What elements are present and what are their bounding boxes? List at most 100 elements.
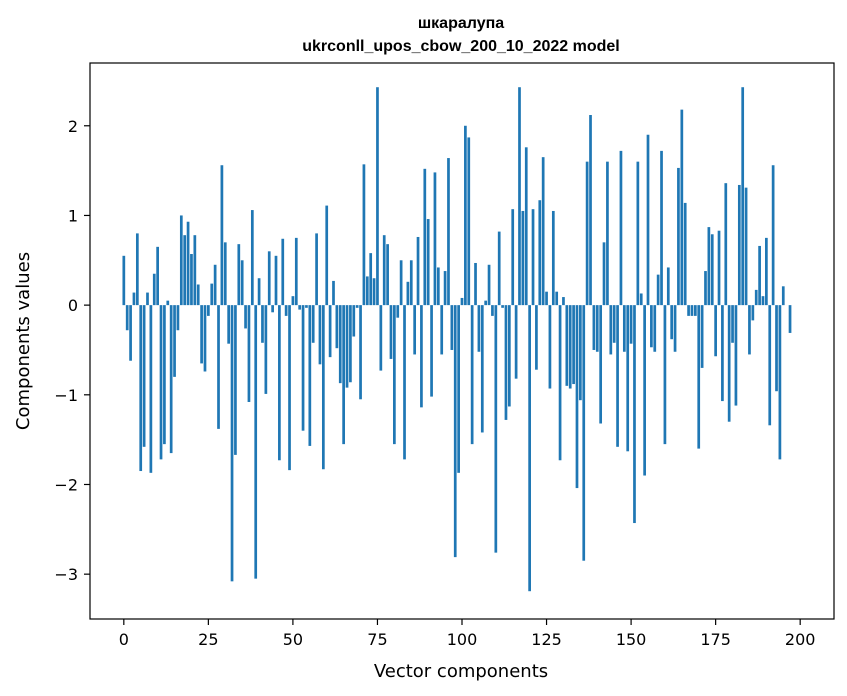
bar-62 bbox=[332, 280, 335, 306]
bar-85 bbox=[409, 260, 413, 306]
bar-118 bbox=[521, 210, 525, 306]
bar-192 bbox=[771, 165, 775, 306]
bar-144 bbox=[609, 305, 613, 355]
bar-181 bbox=[734, 305, 738, 406]
bar-156 bbox=[650, 305, 653, 348]
bar-89 bbox=[423, 168, 427, 306]
bar-123 bbox=[538, 200, 542, 306]
bar-7 bbox=[146, 292, 149, 306]
bar-173 bbox=[707, 227, 711, 306]
bar-27 bbox=[213, 264, 217, 306]
bar-129 bbox=[558, 305, 562, 461]
bar-22 bbox=[196, 284, 200, 306]
bar-176 bbox=[717, 230, 721, 306]
bar-147 bbox=[619, 150, 623, 306]
bar-10 bbox=[156, 246, 159, 306]
bar-164 bbox=[677, 167, 680, 306]
bar-76 bbox=[379, 305, 383, 371]
bar-188 bbox=[758, 245, 761, 306]
bar-183 bbox=[741, 87, 745, 306]
bar-143 bbox=[606, 161, 609, 306]
bar-107 bbox=[484, 300, 488, 306]
x-tick-label: 75 bbox=[367, 630, 387, 649]
bar-86 bbox=[413, 305, 417, 355]
bar-38 bbox=[250, 210, 254, 306]
bar-177 bbox=[721, 305, 724, 402]
bar-100 bbox=[460, 297, 464, 306]
bar-52 bbox=[298, 305, 302, 310]
bar-75 bbox=[376, 87, 379, 306]
bar-155 bbox=[646, 134, 650, 306]
bar-122 bbox=[535, 305, 538, 370]
bar-145 bbox=[612, 305, 616, 343]
bar-40 bbox=[257, 278, 261, 306]
bar-130 bbox=[562, 297, 565, 306]
bar-119 bbox=[524, 147, 528, 306]
bar-150 bbox=[629, 305, 633, 344]
bar-54 bbox=[305, 305, 308, 308]
bar-169 bbox=[693, 305, 697, 316]
bar-187 bbox=[754, 289, 758, 306]
bar-48 bbox=[284, 305, 288, 316]
bar-51 bbox=[294, 237, 298, 306]
bar-182 bbox=[737, 184, 741, 306]
bar-57 bbox=[315, 233, 318, 306]
bar-83 bbox=[403, 305, 406, 460]
bar-43 bbox=[267, 251, 271, 306]
y-tick-label: 1 bbox=[68, 206, 78, 225]
bar-136 bbox=[582, 305, 586, 561]
bar-36 bbox=[244, 305, 247, 329]
bar-124 bbox=[541, 157, 545, 306]
bar-1 bbox=[125, 305, 129, 331]
bar-172 bbox=[704, 271, 707, 306]
y-tick-label: −2 bbox=[54, 475, 78, 494]
bar-4 bbox=[135, 233, 139, 306]
bar-109 bbox=[491, 305, 494, 316]
x-tick-label: 150 bbox=[616, 630, 647, 649]
bar-165 bbox=[680, 109, 684, 306]
bar-194 bbox=[778, 305, 782, 460]
x-tick-label: 0 bbox=[119, 630, 129, 649]
bar-53 bbox=[301, 305, 305, 431]
y-axis-label: Components values bbox=[13, 252, 34, 430]
bar-61 bbox=[328, 305, 332, 358]
bar-114 bbox=[507, 305, 511, 407]
bar-98 bbox=[453, 305, 457, 558]
bar-12 bbox=[163, 305, 166, 445]
bar-152 bbox=[636, 161, 640, 306]
x-tick-label: 175 bbox=[700, 630, 731, 649]
bar-149 bbox=[626, 305, 630, 452]
bar-166 bbox=[683, 202, 687, 306]
bar-121 bbox=[531, 209, 535, 306]
bar-184 bbox=[744, 187, 748, 306]
y-tick-label: −1 bbox=[54, 386, 78, 405]
bar-102 bbox=[467, 137, 471, 306]
bar-41 bbox=[261, 305, 264, 343]
bar-140 bbox=[595, 305, 599, 352]
bars-group bbox=[122, 87, 792, 592]
bar-84 bbox=[406, 281, 410, 306]
bar-33 bbox=[234, 305, 237, 455]
bar-101 bbox=[464, 125, 467, 306]
bar-56 bbox=[311, 305, 315, 343]
bar-94 bbox=[440, 305, 444, 355]
bar-127 bbox=[551, 210, 555, 306]
bar-30 bbox=[223, 242, 227, 306]
bar-16 bbox=[176, 305, 180, 331]
bar-72 bbox=[365, 276, 369, 306]
bar-95 bbox=[443, 271, 447, 306]
chart-subtitle: ukrconll_upos_cbow_200_10_2022 model bbox=[302, 38, 619, 55]
bar-132 bbox=[568, 305, 572, 389]
bar-88 bbox=[420, 305, 423, 408]
bar-117 bbox=[518, 87, 521, 306]
bar-21 bbox=[193, 235, 197, 306]
bar-0 bbox=[122, 255, 126, 306]
bar-24 bbox=[203, 305, 207, 372]
bar-125 bbox=[545, 291, 548, 306]
bar-70 bbox=[359, 305, 362, 400]
bar-32 bbox=[230, 305, 234, 582]
bar-159 bbox=[660, 150, 663, 306]
x-tick-label: 100 bbox=[447, 630, 478, 649]
bar-135 bbox=[579, 305, 582, 401]
